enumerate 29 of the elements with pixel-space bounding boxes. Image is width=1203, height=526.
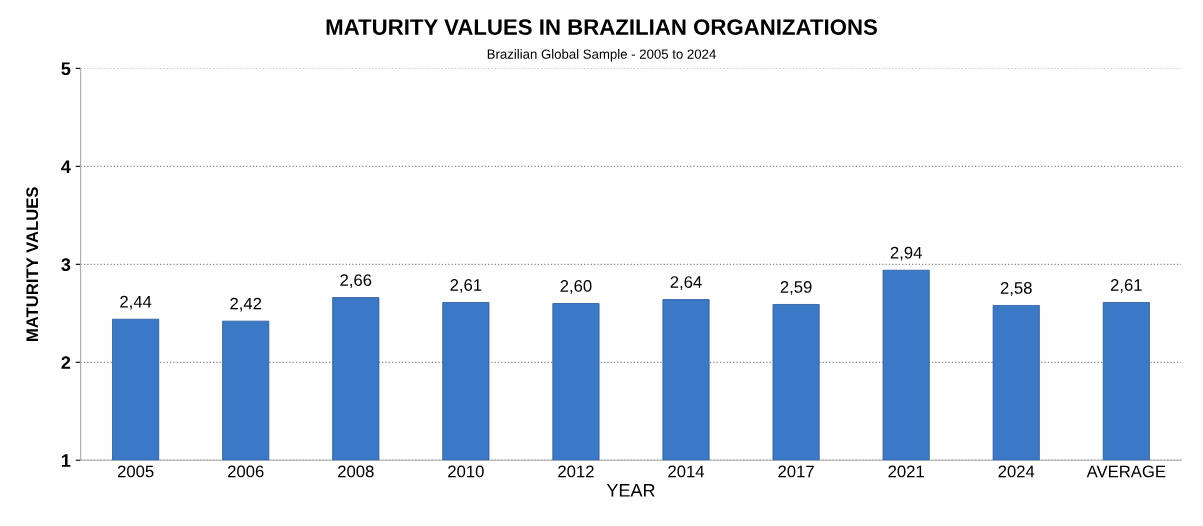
x-tick-label: 2024 — [998, 465, 1035, 478]
data-label: 2,94 — [890, 246, 922, 261]
x-tick-label: 2006 — [228, 465, 264, 478]
x-tick-label: 2005 — [117, 465, 154, 478]
y-axis-title: MATURITY VALUES — [26, 187, 39, 341]
chart-title: MATURITY VALUES IN BRAZILIAN ORGANIZATIONS — [326, 19, 877, 35]
chart-subtitle: Brazilian Global Sample - 2005 to 2024 — [487, 49, 716, 62]
x-tick-label: 2008 — [338, 465, 374, 478]
data-label: 2,66 — [340, 274, 372, 288]
x-axis-title: YEAR — [606, 484, 655, 497]
y-tick-label: 2 — [61, 356, 71, 369]
data-label: 2,44 — [120, 295, 152, 310]
x-tick-label: 2012 — [558, 465, 594, 478]
data-label: 2,61 — [450, 279, 482, 293]
data-label: 2,42 — [230, 297, 262, 312]
data-label: 2,64 — [670, 276, 702, 290]
x-tick-label: AVERAGE — [1086, 465, 1166, 478]
x-tick-label: 2010 — [448, 465, 484, 478]
y-tick-label: 3 — [61, 258, 71, 272]
x-tick-label: 2014 — [668, 465, 705, 478]
x-tick-label: 2017 — [778, 465, 814, 478]
x-tick-label: 2021 — [888, 465, 924, 478]
data-label: 2,60 — [560, 280, 592, 294]
y-tick-label: 4 — [61, 160, 71, 173]
data-label: 2,59 — [780, 281, 812, 295]
data-label: 2,58 — [1000, 282, 1032, 296]
y-tick-label: 5 — [61, 62, 71, 76]
data-label: 2,61 — [1110, 279, 1142, 293]
y-tick-label: 1 — [61, 454, 71, 467]
